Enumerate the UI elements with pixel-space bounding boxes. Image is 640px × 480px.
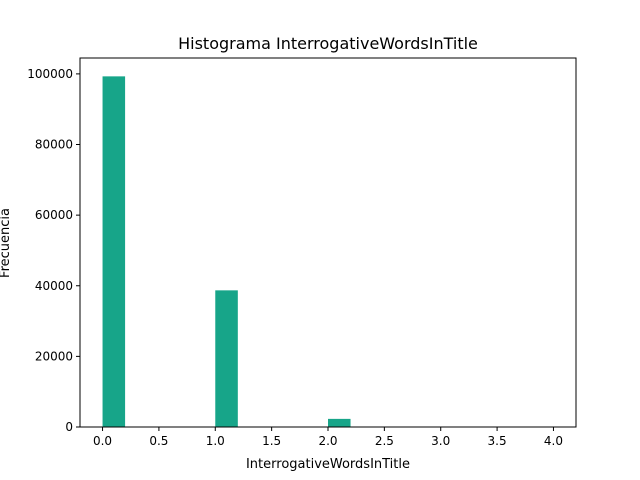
x-tick-label: 2.0: [318, 434, 337, 448]
y-tick-label: 40000: [35, 279, 73, 293]
x-tick-label: 2.5: [375, 434, 394, 448]
histogram-bar-2: [328, 418, 351, 427]
x-tick-label: 3.0: [431, 434, 450, 448]
x-tick-label: 4.0: [544, 434, 563, 448]
plot-frame: [79, 57, 577, 428]
y-tick-label: 80000: [35, 138, 73, 152]
y-axis-ticks: 0 20000 40000 60000 80000 100000: [27, 67, 80, 434]
y-tick-label: 60000: [35, 208, 73, 222]
bars-group: [102, 76, 554, 427]
x-tick-label: 1.5: [262, 434, 281, 448]
chart-title: Histograma InterrogativeWordsInTitle: [178, 34, 478, 53]
x-tick-label: 0.0: [93, 434, 112, 448]
y-axis-label: Frecuencia: [0, 208, 13, 278]
y-tick-label: 20000: [35, 349, 73, 363]
x-axis-ticks: 0.0 0.5 1.0 1.5 2.0 2.5 3.0 3.5 4.0: [93, 427, 563, 448]
histogram-bar-0: [102, 76, 126, 427]
x-tick-label: 1.0: [206, 434, 225, 448]
x-axis-label: InterrogativeWordsInTitle: [246, 457, 410, 472]
x-tick-label: 0.5: [149, 434, 168, 448]
histogram-bar-1: [215, 290, 238, 427]
y-tick-label: 100000: [27, 67, 73, 81]
x-tick-label: 3.5: [488, 434, 507, 448]
y-tick-label: 0: [65, 420, 73, 434]
